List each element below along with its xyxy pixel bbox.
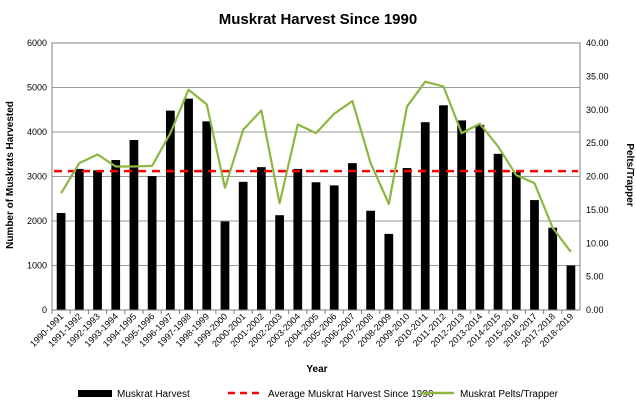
bar: [493, 153, 503, 310]
y-tick-label: 2000: [27, 216, 47, 226]
y2-tick-label: 20.00: [586, 172, 609, 182]
bar: [257, 167, 266, 310]
plot-area-border: [51, 42, 581, 311]
bar: [220, 221, 230, 310]
y2-tick-label: 10.00: [586, 238, 609, 248]
bar: [348, 163, 357, 310]
y-tick-label: 6000: [27, 38, 47, 48]
x-axis-label: Year: [306, 364, 327, 375]
legend: Muskrat Harvest Average Muskrat Harvest …: [78, 389, 559, 400]
y2-tick-label: 35.00: [586, 71, 609, 81]
y2-tick-label: 25.00: [586, 138, 609, 148]
bar: [366, 210, 375, 310]
legend-label-harvest: Muskrat Harvest: [117, 389, 190, 400]
bar: [548, 227, 558, 310]
bar: [129, 140, 139, 310]
y-tick-label: 0: [42, 305, 47, 315]
bar: [457, 120, 467, 311]
y2-tick-label: 5.00: [586, 272, 604, 282]
bar: [439, 105, 448, 310]
bar: [147, 176, 157, 310]
axes: 0 1000 2000 3000 4000 5000 6000 0.00 5.00 10.00 15…: [27, 38, 609, 349]
y-tick-label: 3000: [27, 172, 47, 182]
bar: [275, 215, 284, 310]
pelts-per-trapper-line: [60, 80, 572, 253]
y2-tick-label: 40.00: [586, 38, 609, 48]
bar: [384, 233, 394, 310]
bar: [93, 170, 102, 310]
y2-tick-label: 0.00: [586, 305, 604, 315]
y-tick-label: 5000: [27, 83, 47, 93]
chart-title: Muskrat Harvest Since 1990: [219, 11, 417, 28]
y2-tick-label: 15.00: [586, 205, 609, 215]
bar: [238, 181, 248, 310]
legend-label-pelts: Muskrat Pelts/Trapper: [460, 389, 559, 400]
bar: [475, 124, 485, 310]
legend-label-average: Average Muskrat Harvest Since 1990: [268, 389, 434, 400]
bar: [165, 110, 175, 310]
bar: [511, 172, 521, 310]
bar: [74, 168, 84, 310]
bar: [111, 160, 121, 310]
bars: [56, 98, 576, 311]
bar: [184, 98, 193, 310]
bar: [329, 185, 339, 310]
bar: [530, 200, 539, 310]
bar: [202, 121, 212, 310]
y-tick-label: 1000: [27, 261, 47, 271]
y-axis-label: Number of Muskrats Harvested: [5, 101, 16, 249]
y2-tick-label: 30.00: [586, 105, 609, 115]
bar: [56, 212, 66, 310]
lines: [54, 80, 578, 253]
legend-swatch-harvest: [78, 390, 112, 397]
bar: [311, 182, 321, 310]
bar: [420, 122, 430, 311]
bar: [402, 168, 412, 310]
bar: [566, 265, 576, 310]
y-tick-label: 4000: [27, 127, 47, 137]
y2-axis-label: Pelts/Trapper: [624, 143, 635, 206]
bar: [293, 168, 303, 310]
